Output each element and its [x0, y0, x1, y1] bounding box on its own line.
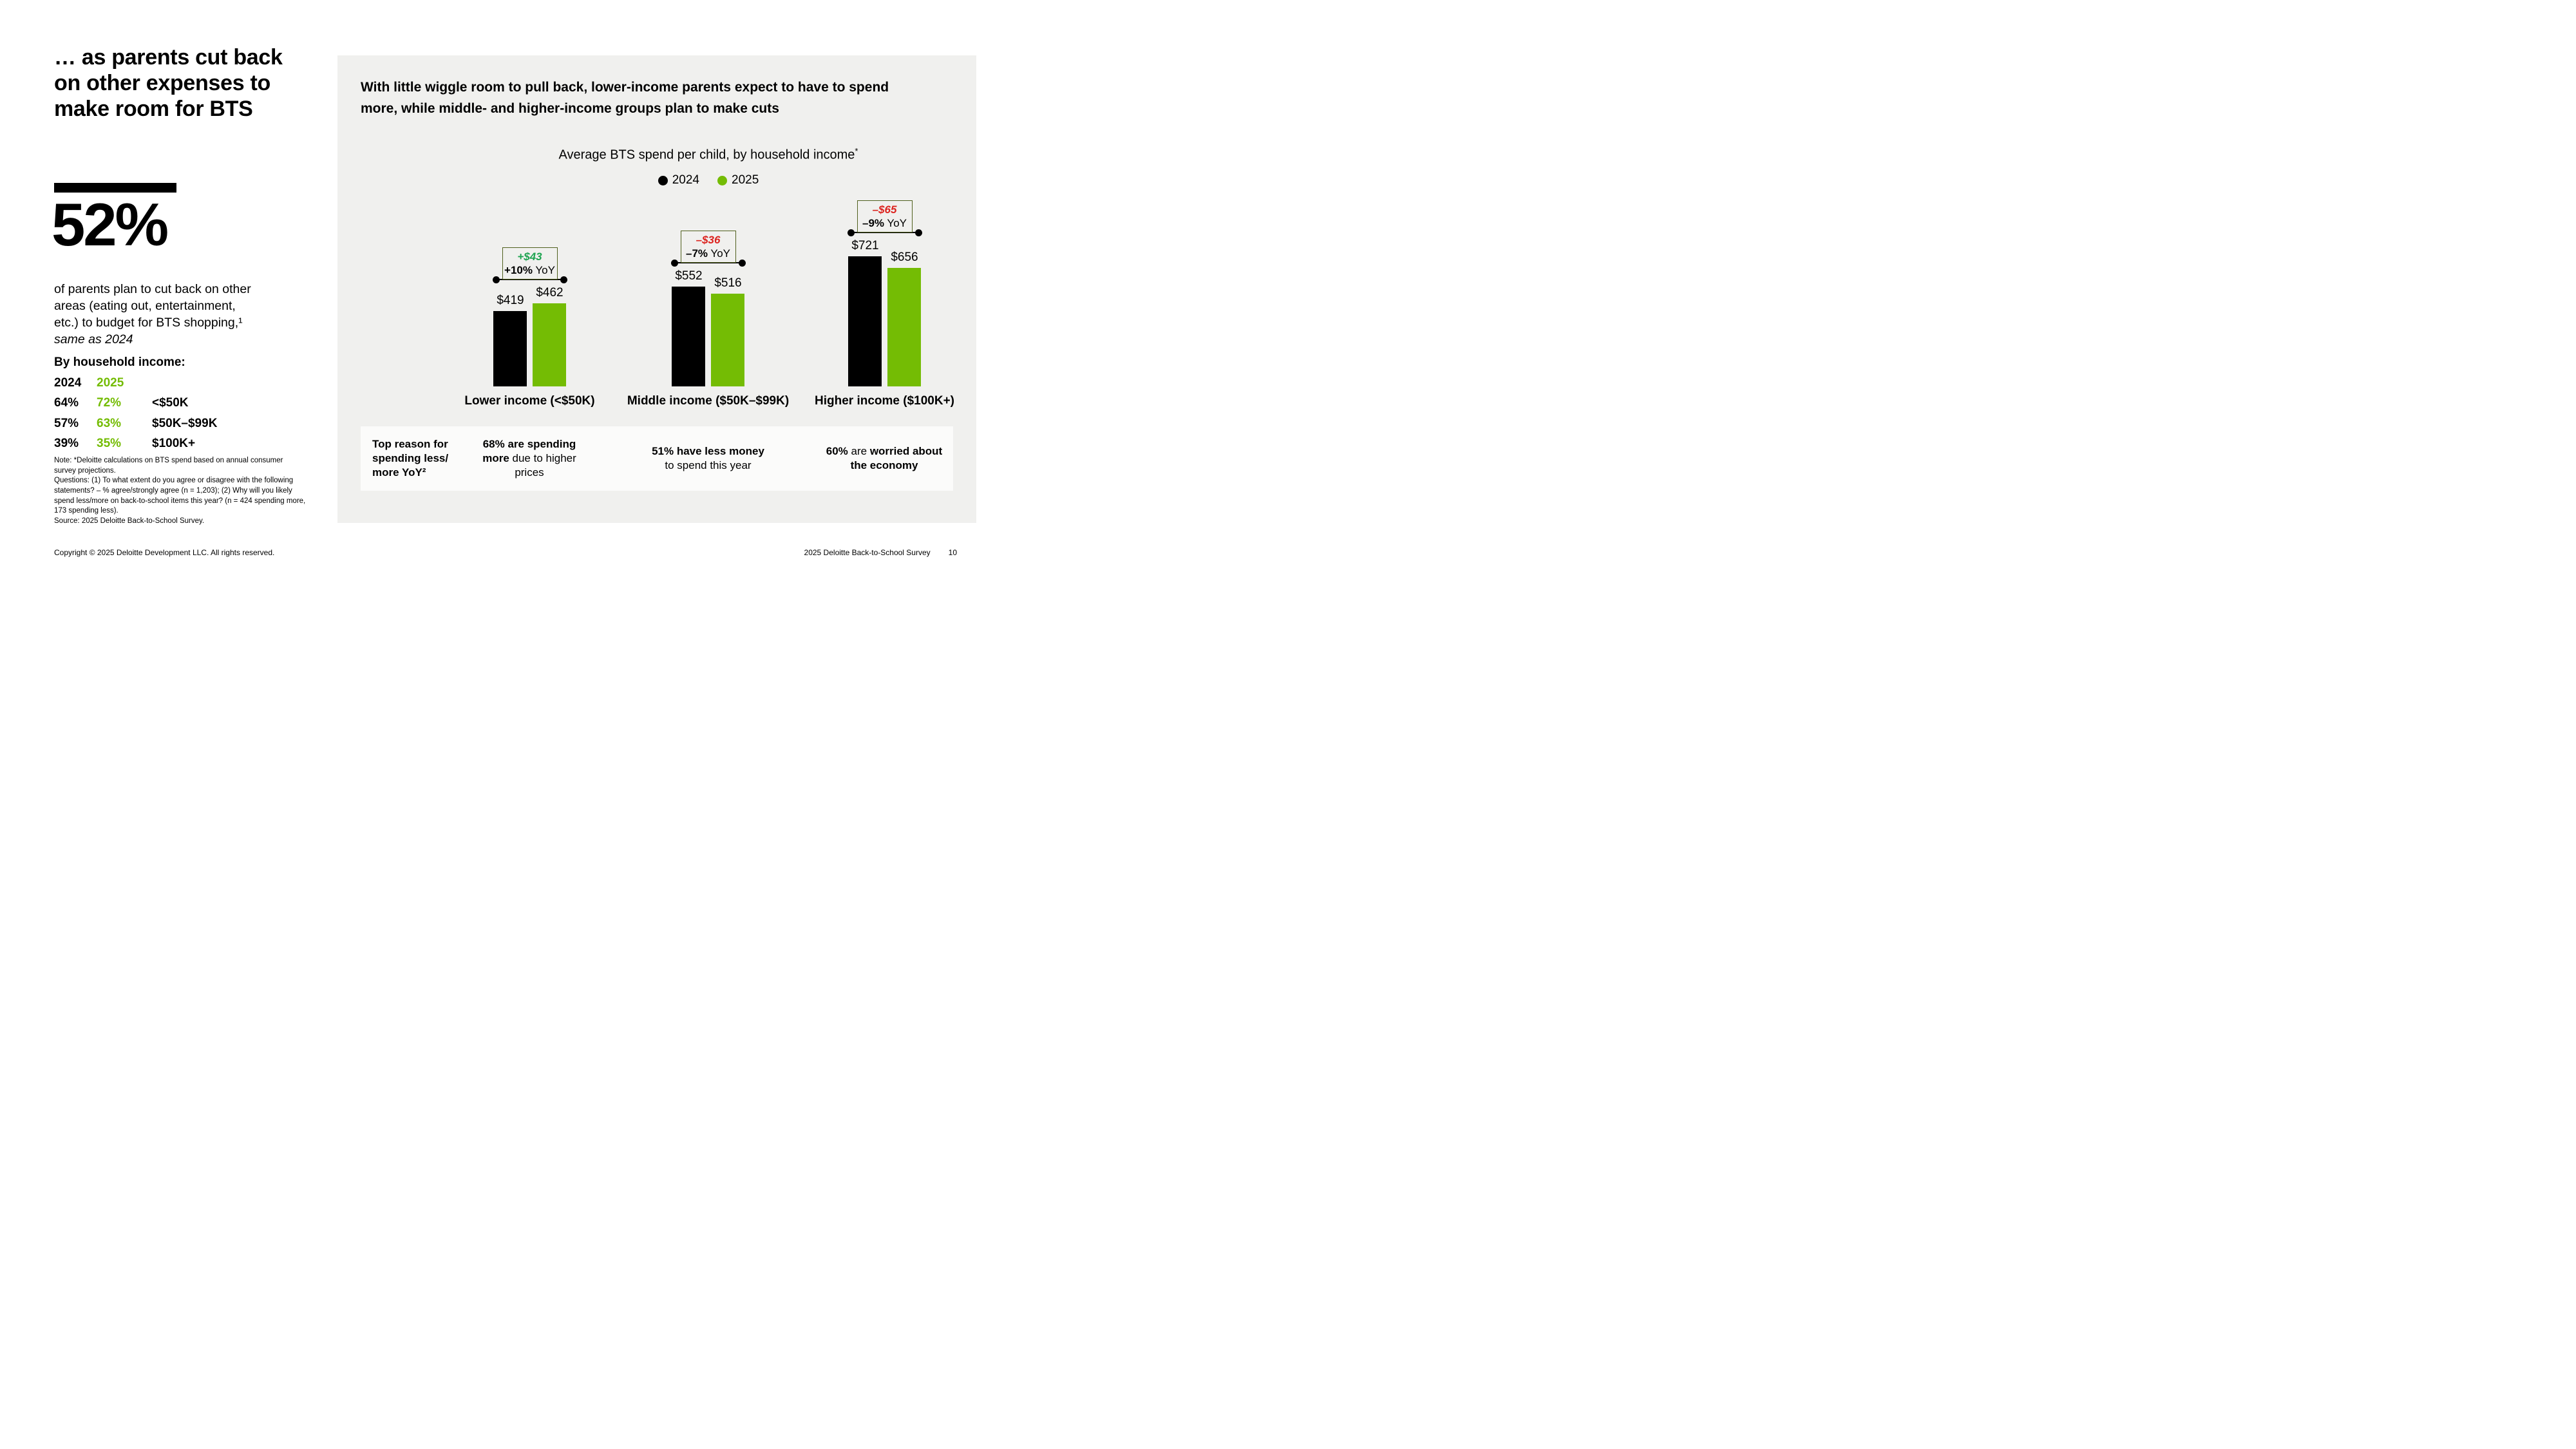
income-value-2025: 35% — [97, 437, 122, 451]
bar-value-label: $656 — [891, 251, 918, 264]
spacer — [152, 375, 217, 392]
legend-label-2025: 2025 — [732, 173, 759, 187]
category-label: Middle income ($50K–$99K) — [627, 394, 790, 408]
connector-line — [850, 232, 919, 233]
footer-right: 2025 Deloitte Back-to-School Survey 10 — [804, 548, 957, 557]
income-value-2024: 64% — [54, 396, 79, 410]
yoy-value: +10% YoY — [504, 264, 555, 276]
stats-band-intro-line: Top reason for — [372, 437, 448, 450]
yoy-annotation-box: –$36 –7% YoY — [680, 231, 736, 263]
page-title-line: on other expenses to — [54, 70, 270, 95]
bar-2025 — [711, 294, 744, 386]
panel-heading-line: more, while middle- and higher-income gr… — [361, 100, 779, 116]
bar-value-label: $721 — [851, 239, 879, 252]
delta-value: –$36 — [696, 233, 721, 246]
stat-bold-text: worried about the economy — [850, 444, 943, 471]
yoy-value: –7% YoY — [685, 247, 731, 260]
stats-band: Top reason for spending less/ more YoY² … — [361, 426, 953, 491]
page-title: … as parents cut back on other expenses … — [54, 45, 283, 122]
legend-item-2024: 2024 — [658, 173, 699, 187]
income-table: 2024 2025 64% 72% <$50K 57% 63% $50K–$99… — [54, 375, 217, 453]
stat-description-italic: same as 2024 — [54, 332, 133, 347]
bar-2024 — [672, 287, 705, 386]
stat-description-line: areas (eating out, entertainment, — [54, 299, 236, 314]
income-col-2025: 2025 — [97, 375, 124, 390]
chart-panel: With little wiggle room to pull back, lo… — [337, 55, 976, 523]
income-value-2025: 63% — [97, 416, 122, 430]
income-breakdown-heading: By household income: — [54, 355, 185, 369]
stat-bold-text: 51% have less money — [652, 444, 764, 457]
stats-band-intro-line: spending less/ — [372, 451, 449, 464]
chart-title-asterisk: * — [855, 146, 858, 156]
stat-spending-more: 68% are spending more due to higher pric… — [468, 426, 591, 491]
connector-dot — [914, 229, 922, 236]
copyright-text: Copyright © 2025 Deloitte Development LL… — [54, 548, 275, 557]
stat-bold-text: 68% are spending more — [482, 437, 576, 464]
footnote-questions: Questions: (1) To what extent do you agr… — [54, 477, 306, 515]
connector-dot — [560, 276, 567, 283]
bar-value-label: $419 — [497, 294, 524, 307]
legend-swatch-2025 — [717, 175, 727, 185]
connector-dot — [738, 260, 746, 267]
delta-value: +$43 — [517, 250, 542, 263]
bar-2024 — [848, 256, 882, 386]
chart-title: Average BTS spend per child, by househol… — [399, 146, 1018, 163]
yoy-annotation-box: –$65 –9% YoY — [857, 200, 913, 232]
page-title-line: … as parents cut back — [54, 45, 283, 70]
income-bracket-label: <$50K — [152, 396, 189, 410]
footer-survey-name: 2025 Deloitte Back-to-School Survey — [804, 548, 931, 557]
legend-swatch-2024 — [658, 175, 668, 185]
bar-value-label: $552 — [675, 269, 703, 283]
income-breakdown: By household income: 2024 2025 64% 72% <… — [54, 354, 217, 453]
headline-stat: 52% — [52, 191, 169, 258]
connector-dot — [492, 276, 500, 283]
legend-label-2024: 2024 — [672, 173, 699, 187]
bar-2025 — [533, 303, 566, 386]
stats-band-intro: Top reason for spending less/ more YoY² — [372, 426, 478, 491]
income-col-2024: 2024 — [54, 375, 82, 390]
income-value-2024: 39% — [54, 437, 79, 451]
income-value-2025: 72% — [97, 396, 122, 410]
yoy-value: –9% YoY — [862, 217, 907, 229]
income-bracket-label: $100K+ — [152, 437, 196, 451]
stat-worried-economy: 60% are worried about the economy — [823, 426, 945, 491]
bar-2025 — [887, 268, 921, 386]
income-bracket-label: $50K–$99K — [152, 416, 218, 430]
connector-line — [495, 279, 564, 280]
panel-heading: With little wiggle room to pull back, lo… — [361, 77, 889, 119]
slide: … as parents cut back on other expenses … — [0, 0, 1030, 580]
stat-rest-text: are — [848, 444, 870, 457]
stat-bold-text: 60% — [826, 444, 848, 457]
footnote-source: Source: 2025 Deloitte Back-to-School Sur… — [54, 516, 205, 525]
stat-rest-text: to spend this year — [665, 459, 752, 471]
stat-less-money: 51% have less money to spend this year — [652, 426, 764, 491]
category-label: Lower income (<$50K) — [464, 394, 595, 408]
stats-band-intro-line: more YoY² — [372, 466, 426, 479]
category-label: Higher income ($100K+) — [815, 394, 954, 408]
connector-dot — [670, 260, 678, 267]
connector-line — [674, 262, 743, 263]
connector-dot — [847, 229, 855, 236]
footnote: Note: *Deloitte calculations on BTS spen… — [54, 456, 307, 526]
footnote-note: Note: *Deloitte calculations on BTS spen… — [54, 457, 283, 475]
chart-layer: $419 $462 +$43 +10% YoY Lower income (<$50K)… — [337, 55, 976, 523]
chart-legend: 2024 2025 — [399, 173, 1018, 187]
bar-value-label: $462 — [536, 286, 564, 299]
bar-value-label: $516 — [714, 276, 742, 290]
panel-heading-line: With little wiggle room to pull back, lo… — [361, 80, 889, 95]
divider-bar — [54, 183, 176, 193]
chart-title-text: Average BTS spend per child, by househol… — [558, 147, 855, 162]
bar-2024 — [493, 311, 527, 386]
page-title-line: make room for BTS — [54, 96, 253, 121]
stat-description-line: of parents plan to cut back on other — [54, 282, 251, 296]
headline-stat-description: of parents plan to cut back on other are… — [54, 281, 251, 348]
legend-item-2025: 2025 — [717, 173, 759, 187]
yoy-annotation-box: +$43 +10% YoY — [502, 247, 558, 279]
delta-value: –$65 — [872, 203, 897, 216]
page-number: 10 — [948, 548, 957, 557]
stat-description-line: etc.) to budget for BTS shopping,¹ — [54, 316, 243, 330]
income-value-2024: 57% — [54, 416, 79, 430]
stat-rest-text: due to higher prices — [509, 451, 576, 479]
